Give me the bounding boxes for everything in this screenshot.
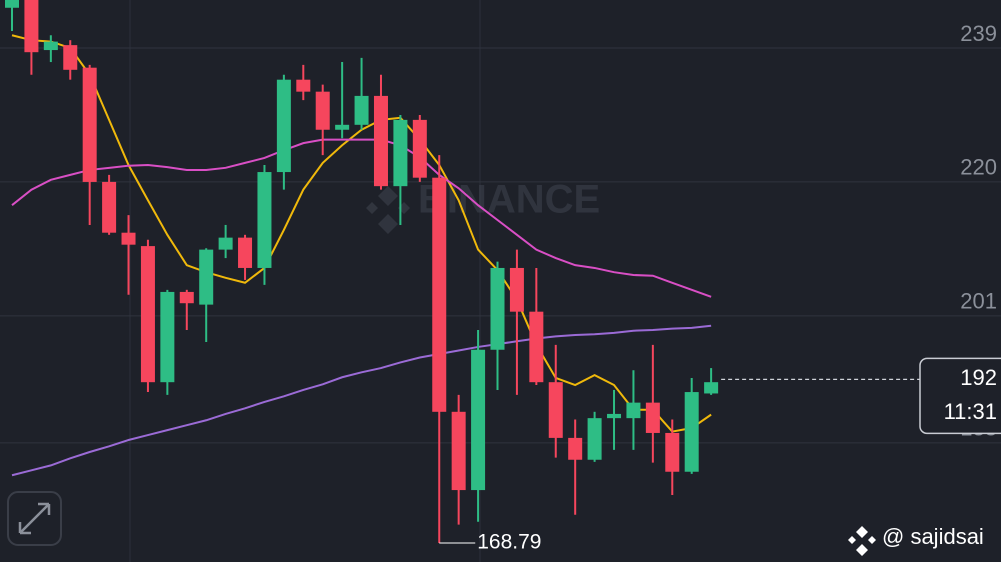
low-label: 168.79 bbox=[477, 531, 541, 554]
candle-body bbox=[238, 237, 253, 268]
candle-body bbox=[490, 267, 505, 350]
candle-body bbox=[199, 249, 214, 305]
candle-body bbox=[509, 267, 524, 312]
candle-body bbox=[451, 411, 466, 491]
candle-body bbox=[684, 392, 699, 472]
last-price-label: 192 bbox=[960, 365, 997, 390]
y-tick-label: 220 bbox=[960, 155, 997, 180]
candle-body bbox=[121, 232, 136, 245]
candle-body bbox=[276, 79, 291, 173]
ma-line bbox=[11, 138, 712, 298]
candle-body bbox=[24, 0, 39, 53]
candle-body bbox=[373, 95, 388, 187]
candle-body bbox=[568, 437, 583, 460]
countdown-label: 11:31 bbox=[944, 399, 997, 424]
candle-body bbox=[315, 91, 330, 130]
candle-body bbox=[645, 402, 660, 433]
candle-body bbox=[102, 181, 117, 233]
candle-body bbox=[587, 418, 602, 460]
candle-body bbox=[432, 177, 447, 412]
expand-icon bbox=[18, 502, 51, 535]
price-box bbox=[919, 357, 1001, 435]
overlay: 168.79 192 11:31 bbox=[439, 357, 1001, 554]
credit-text: @ sajidsai bbox=[882, 524, 984, 549]
candle-body bbox=[335, 124, 350, 130]
candle-body bbox=[529, 311, 544, 383]
candle-body bbox=[43, 41, 58, 51]
expand-button[interactable] bbox=[7, 491, 62, 546]
candle-body bbox=[471, 349, 486, 491]
candle-body bbox=[218, 237, 233, 250]
watermark: BINANCE bbox=[366, 178, 600, 234]
candle-body bbox=[665, 432, 680, 472]
ma-line bbox=[11, 324, 712, 477]
candle-body bbox=[5, 0, 19, 8]
candle-body bbox=[607, 413, 622, 419]
candle-body bbox=[63, 45, 78, 70]
candle-body bbox=[626, 402, 641, 419]
candle-body bbox=[296, 79, 311, 92]
watermark-text: BINANCE bbox=[418, 178, 600, 222]
candle-body bbox=[354, 95, 369, 125]
candle-body bbox=[704, 382, 719, 394]
candle-body bbox=[548, 382, 563, 438]
candle-body bbox=[82, 67, 97, 182]
y-tick-label: 239 bbox=[960, 21, 997, 46]
candle-body bbox=[257, 172, 272, 268]
candle-body bbox=[179, 291, 194, 304]
y-tick-label: 201 bbox=[960, 289, 997, 314]
credit: @ sajidsai bbox=[848, 524, 984, 556]
candle-body bbox=[140, 246, 155, 383]
candle-body bbox=[160, 291, 175, 383]
moving-averages bbox=[11, 34, 712, 477]
candle-body bbox=[393, 119, 408, 187]
candle-body bbox=[412, 119, 427, 178]
candles bbox=[5, 0, 719, 544]
credit-logo bbox=[848, 526, 876, 556]
